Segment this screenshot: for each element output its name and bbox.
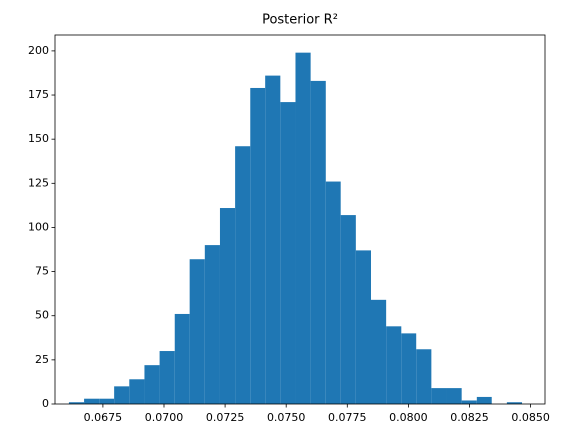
y-tick-label: 100 <box>28 220 49 233</box>
bar <box>506 402 523 404</box>
bar <box>84 398 100 404</box>
y-tick-label: 25 <box>35 353 49 366</box>
bar <box>204 245 220 404</box>
axes-frame <box>54 34 546 405</box>
bar <box>446 388 462 404</box>
bar <box>159 351 175 404</box>
x-tick-label: 0.0675 <box>84 411 123 424</box>
bar <box>235 146 251 404</box>
bar <box>325 181 341 404</box>
y-tick-label: 50 <box>35 309 49 322</box>
bar <box>401 333 417 404</box>
bar <box>416 349 432 404</box>
bar <box>144 365 160 404</box>
chart-title: Posterior R² <box>262 13 338 28</box>
y-tick-label: 150 <box>28 132 49 145</box>
bar <box>340 215 356 404</box>
y-tick-label: 0 <box>42 397 49 410</box>
x-tick-label: 0.0800 <box>389 411 428 424</box>
bar <box>280 102 296 404</box>
bar <box>295 52 311 404</box>
y-tick-label: 125 <box>28 176 49 189</box>
x-tick-label: 0.0700 <box>145 411 184 424</box>
x-tick-label: 0.0825 <box>450 411 489 424</box>
bar <box>68 402 85 404</box>
x-tick-label: 0.0725 <box>206 411 245 424</box>
bar <box>386 326 402 404</box>
bar <box>355 250 371 404</box>
bar <box>129 379 145 404</box>
y-tick-label: 75 <box>35 265 49 278</box>
bar <box>189 259 205 404</box>
bar <box>476 396 492 404</box>
bar <box>219 208 236 404</box>
y-tick-label: 200 <box>28 44 49 57</box>
x-tick-label: 0.0750 <box>267 411 306 424</box>
bar <box>114 386 130 404</box>
x-tick-label: 0.0775 <box>328 411 367 424</box>
bar <box>250 87 266 405</box>
bar <box>265 75 281 404</box>
bar <box>99 398 115 404</box>
y-tick-label: 175 <box>28 88 49 101</box>
x-tick-label: 0.0850 <box>511 411 550 424</box>
bar <box>310 80 326 405</box>
bar <box>174 313 190 404</box>
bar <box>431 388 447 404</box>
bar <box>370 299 387 404</box>
bar <box>461 400 477 404</box>
